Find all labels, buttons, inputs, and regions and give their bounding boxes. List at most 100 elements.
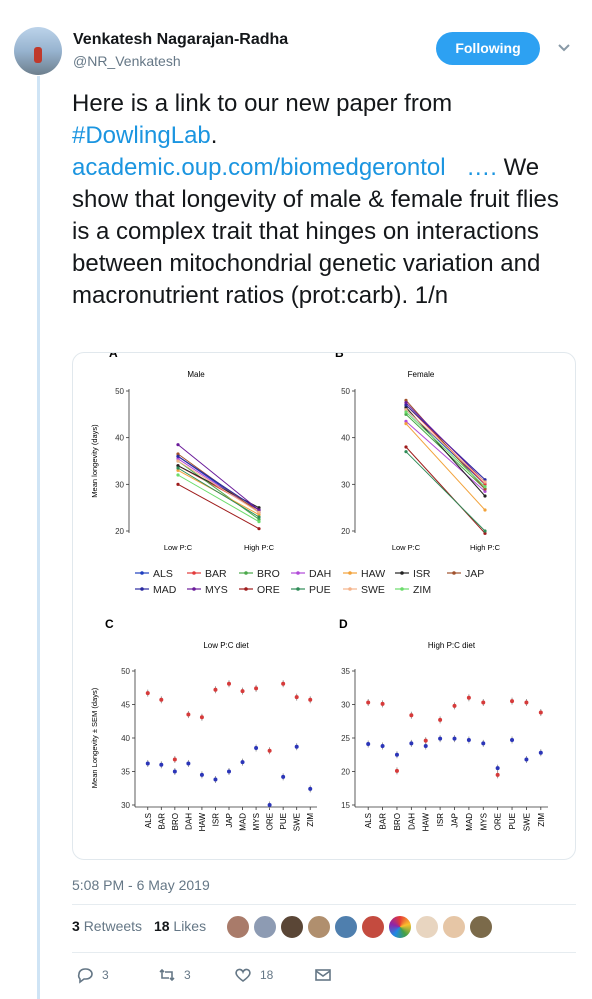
figure-card[interactable]: A Male 20 30 40 50 Low P:C High P:C Mean longevi… xyxy=(72,352,576,860)
series-line xyxy=(405,409,486,483)
data-point xyxy=(176,468,180,472)
data-point xyxy=(404,422,408,426)
y-tick-label: 35 xyxy=(121,768,130,777)
x-tick-label: ORE xyxy=(494,813,503,830)
avatar[interactable] xyxy=(14,27,62,75)
liker-avatar[interactable] xyxy=(361,915,385,939)
y-tick-label: 30 xyxy=(121,801,130,810)
x-tick-label: MYS xyxy=(252,813,261,830)
data-point xyxy=(186,761,191,766)
liker-avatar[interactable] xyxy=(280,915,304,939)
liker-avatar[interactable] xyxy=(253,915,277,939)
following-button[interactable]: Following xyxy=(436,32,540,65)
data-point xyxy=(199,715,204,720)
author-handle[interactable]: @NR_Venkatesh xyxy=(73,53,181,69)
liker-avatar[interactable] xyxy=(388,915,412,939)
data-point xyxy=(483,529,487,533)
legend-marker xyxy=(400,571,404,575)
likes-count[interactable]: 18 xyxy=(153,918,170,934)
data-point xyxy=(423,738,428,743)
x-tick-label: ZIM xyxy=(537,813,546,827)
liker-avatar[interactable] xyxy=(334,915,358,939)
y-tick-label: 30 xyxy=(115,480,124,489)
data-point xyxy=(267,803,272,807)
legend-marker xyxy=(348,571,352,575)
legend-marker xyxy=(244,571,248,575)
likes-label[interactable]: Likes xyxy=(173,918,207,934)
data-point xyxy=(380,744,385,749)
y-tick-label: 40 xyxy=(341,434,350,443)
data-point xyxy=(404,403,408,407)
y-tick-label: 50 xyxy=(115,387,124,396)
link-ellipsis[interactable]: …. xyxy=(466,154,497,181)
x-tick-label: HAW xyxy=(198,813,207,832)
data-point xyxy=(394,752,399,757)
data-point xyxy=(176,459,180,463)
y-axis-label: Mean longevity (days) xyxy=(90,424,99,498)
like-button[interactable]: 18 xyxy=(234,964,273,986)
thread-line xyxy=(37,76,40,999)
data-point xyxy=(281,681,286,686)
data-point xyxy=(176,466,180,470)
data-point xyxy=(483,480,487,484)
reply-button[interactable]: 3 xyxy=(76,964,109,986)
tweet-text: Here is a link to our new paper from #Do… xyxy=(72,88,572,312)
liker-avatar[interactable] xyxy=(226,915,250,939)
data-point xyxy=(483,508,487,512)
paper-link[interactable]: academic.oup.com/biomedgerontol xyxy=(72,154,446,181)
message-button[interactable] xyxy=(314,964,332,986)
panel-title: Female xyxy=(408,370,435,379)
legend-marker xyxy=(140,571,144,575)
data-point xyxy=(281,774,286,779)
chevron-down-icon[interactable] xyxy=(557,40,571,54)
data-point xyxy=(409,741,414,746)
x-tick-label: MAD xyxy=(239,813,248,831)
data-point xyxy=(257,520,261,524)
retweet-button[interactable]: 3 xyxy=(158,964,191,986)
x-tick-label: BAR xyxy=(157,813,166,830)
x-tick-label: PUE xyxy=(508,813,517,829)
data-point xyxy=(483,485,487,489)
data-point xyxy=(404,408,408,412)
legend-label: BAR xyxy=(205,568,227,580)
legend-marker xyxy=(192,571,196,575)
y-tick-label: 20 xyxy=(341,527,350,536)
legend-label: PUE xyxy=(309,584,331,596)
data-point xyxy=(172,757,177,762)
series-line xyxy=(177,460,260,513)
legend-label: ORE xyxy=(257,584,280,596)
data-point xyxy=(254,746,259,751)
liker-avatar[interactable] xyxy=(415,915,439,939)
retweets-count[interactable]: 3 xyxy=(72,918,80,934)
y-tick-label: 15 xyxy=(341,801,350,810)
data-point xyxy=(176,482,180,486)
data-point xyxy=(495,766,500,771)
data-point xyxy=(159,697,164,702)
x-tick-label: SWE xyxy=(293,813,302,831)
data-point xyxy=(257,515,261,519)
x-tick-label: DAH xyxy=(184,813,193,830)
data-point xyxy=(423,744,428,749)
panel-title: Low P:C diet xyxy=(203,641,249,650)
liker-avatar[interactable] xyxy=(442,915,466,939)
data-point xyxy=(176,454,180,458)
timestamp[interactable]: 5:08 PM - 6 May 2019 xyxy=(72,877,210,893)
retweets-label[interactable]: Retweets xyxy=(83,918,143,934)
legend-label: MAD xyxy=(153,584,177,596)
reply-icon xyxy=(77,968,93,984)
figure-svg: A Male 20 30 40 50 Low P:C High P:C Mean longevi… xyxy=(90,353,548,832)
data-point xyxy=(510,699,515,704)
data-point xyxy=(145,691,150,696)
data-point xyxy=(483,487,487,491)
author-name[interactable]: Venkatesh Nagarajan-Radha xyxy=(73,31,289,48)
data-point xyxy=(404,445,408,449)
x-tick-label: Low P:C xyxy=(164,543,193,552)
data-point xyxy=(294,695,299,700)
legend-marker xyxy=(400,587,404,591)
data-point xyxy=(257,513,261,517)
liker-avatar[interactable] xyxy=(307,915,331,939)
liker-avatar[interactable] xyxy=(469,915,493,939)
data-point xyxy=(404,450,408,454)
data-point xyxy=(452,703,457,708)
hashtag-link[interactable]: #DowlingLab xyxy=(72,122,211,149)
